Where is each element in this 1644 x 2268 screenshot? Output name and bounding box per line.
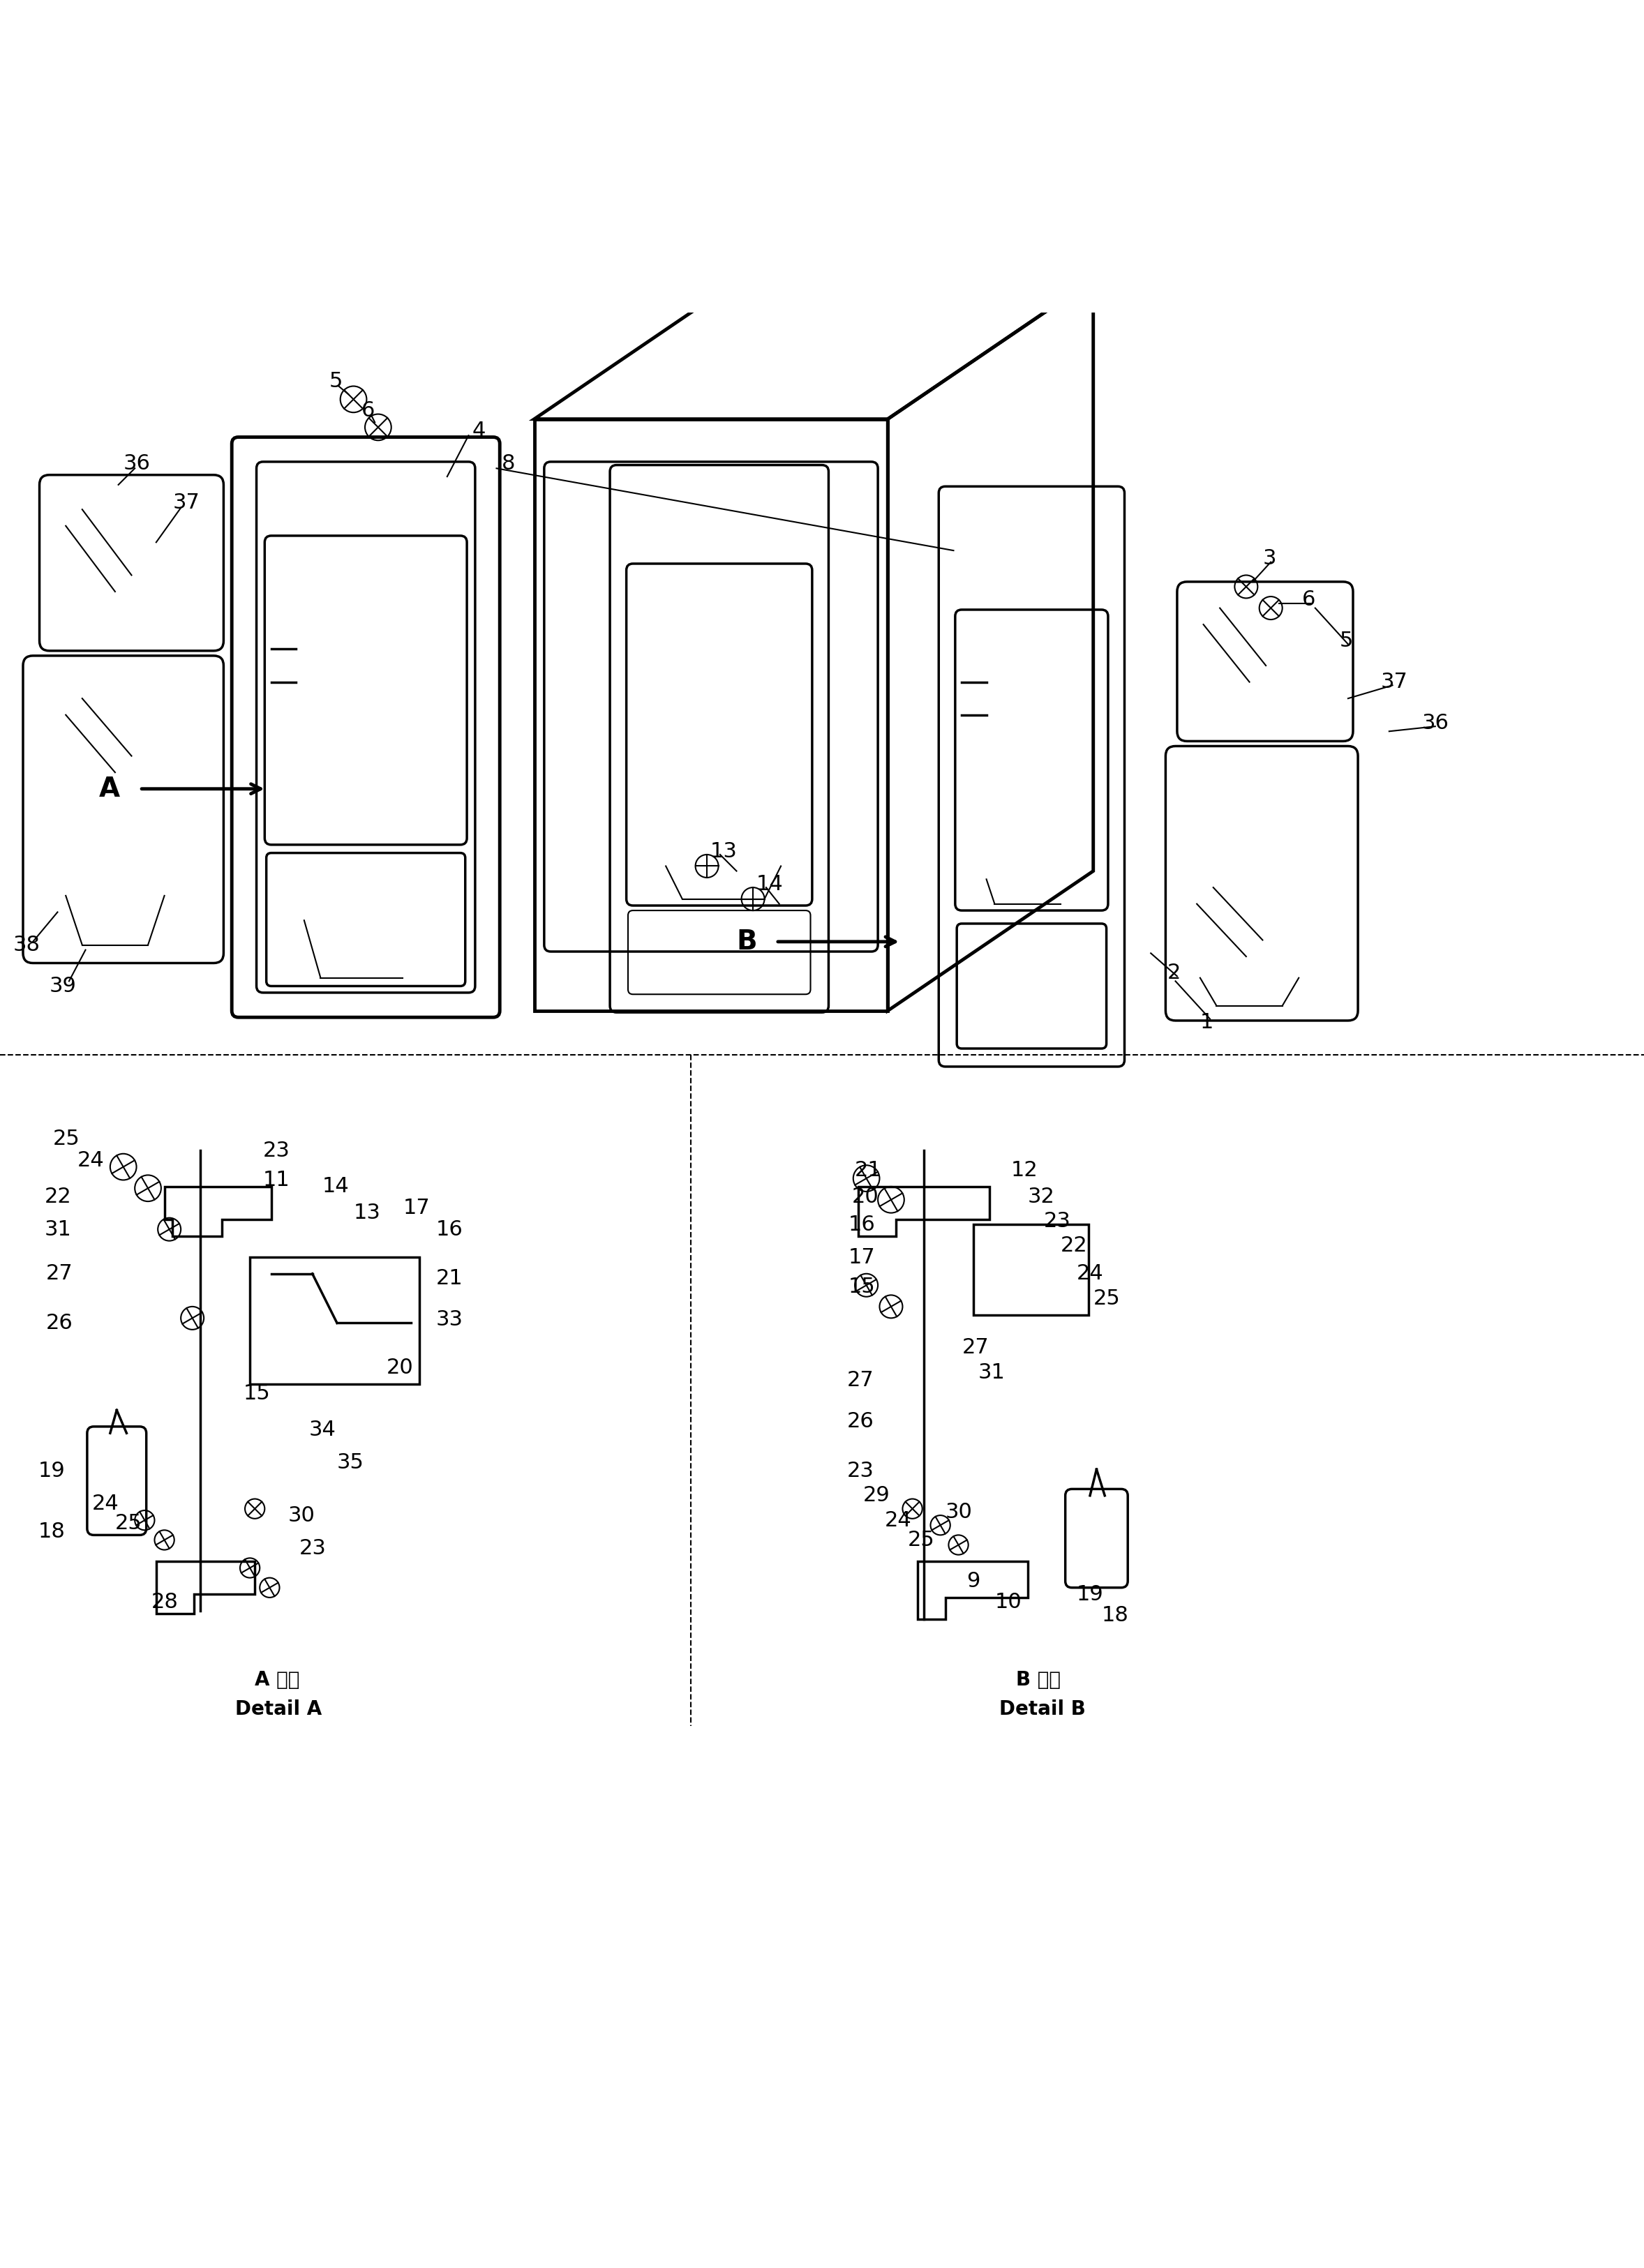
- Text: 25: 25: [907, 1531, 934, 1549]
- Text: A 詳細: A 詳細: [255, 1669, 299, 1690]
- Text: 39: 39: [49, 975, 77, 996]
- Text: 31: 31: [44, 1220, 72, 1238]
- Text: 25: 25: [115, 1513, 141, 1533]
- Text: 22: 22: [1060, 1236, 1087, 1256]
- Text: 21: 21: [436, 1268, 462, 1288]
- Text: 31: 31: [978, 1363, 1006, 1383]
- Text: 24: 24: [1077, 1263, 1103, 1284]
- Text: 23: 23: [299, 1538, 327, 1558]
- Text: 24: 24: [77, 1150, 104, 1170]
- Text: 14: 14: [756, 873, 783, 894]
- Text: 2: 2: [1167, 964, 1180, 982]
- Text: 18: 18: [1101, 1606, 1129, 1626]
- Text: Detail B: Detail B: [1000, 1699, 1087, 1719]
- Text: 17: 17: [848, 1247, 875, 1268]
- Text: 23: 23: [263, 1141, 291, 1161]
- Text: 23: 23: [1044, 1211, 1072, 1232]
- Text: 14: 14: [322, 1177, 349, 1198]
- Text: 16: 16: [436, 1220, 462, 1238]
- Text: 18: 18: [38, 1522, 66, 1542]
- Text: 25: 25: [1093, 1288, 1120, 1309]
- Text: 36: 36: [1422, 712, 1450, 733]
- Text: 19: 19: [1077, 1583, 1103, 1603]
- Text: 32: 32: [1028, 1186, 1055, 1207]
- Text: 5: 5: [329, 372, 342, 392]
- Text: 28: 28: [151, 1592, 179, 1613]
- Text: 10: 10: [995, 1592, 1021, 1613]
- Text: 37: 37: [173, 492, 201, 513]
- Text: 13: 13: [710, 841, 738, 862]
- Text: 16: 16: [848, 1213, 875, 1234]
- Text: 11: 11: [263, 1170, 289, 1191]
- Text: 30: 30: [945, 1501, 973, 1522]
- Text: 30: 30: [288, 1506, 316, 1526]
- Text: 23: 23: [847, 1461, 875, 1481]
- Text: 15: 15: [848, 1277, 875, 1297]
- Text: A: A: [99, 776, 120, 803]
- Text: 33: 33: [436, 1309, 464, 1329]
- Text: 24: 24: [884, 1510, 911, 1531]
- Text: 21: 21: [855, 1159, 881, 1179]
- Text: 34: 34: [309, 1420, 337, 1440]
- Text: 3: 3: [1263, 549, 1276, 569]
- Text: 20: 20: [386, 1356, 413, 1377]
- Text: 6: 6: [1302, 590, 1315, 610]
- Text: 15: 15: [243, 1383, 270, 1404]
- Text: 19: 19: [38, 1461, 64, 1481]
- Text: 38: 38: [13, 934, 41, 955]
- Text: 5: 5: [1340, 631, 1353, 651]
- Text: 25: 25: [53, 1129, 79, 1150]
- Text: 29: 29: [863, 1486, 889, 1506]
- Text: B 詳細: B 詳細: [1016, 1669, 1060, 1690]
- Text: 9: 9: [967, 1572, 980, 1592]
- Text: 37: 37: [1381, 671, 1409, 692]
- Text: 1: 1: [1200, 1012, 1213, 1032]
- Text: 20: 20: [852, 1186, 878, 1207]
- Text: B: B: [737, 928, 758, 955]
- Text: 27: 27: [962, 1338, 988, 1359]
- Text: 36: 36: [123, 454, 151, 474]
- Text: 27: 27: [46, 1263, 72, 1284]
- Text: 35: 35: [337, 1452, 365, 1472]
- Text: 6: 6: [362, 401, 375, 422]
- Text: 27: 27: [847, 1370, 873, 1390]
- Text: 22: 22: [44, 1186, 71, 1207]
- Text: 17: 17: [403, 1198, 429, 1218]
- Text: 4: 4: [472, 420, 485, 440]
- Text: 8: 8: [501, 454, 515, 474]
- Text: Detail A: Detail A: [235, 1699, 322, 1719]
- Text: 26: 26: [46, 1313, 72, 1334]
- Text: 12: 12: [1011, 1159, 1037, 1179]
- Text: 24: 24: [92, 1495, 118, 1515]
- Text: 13: 13: [353, 1202, 381, 1222]
- Text: 26: 26: [847, 1411, 873, 1431]
